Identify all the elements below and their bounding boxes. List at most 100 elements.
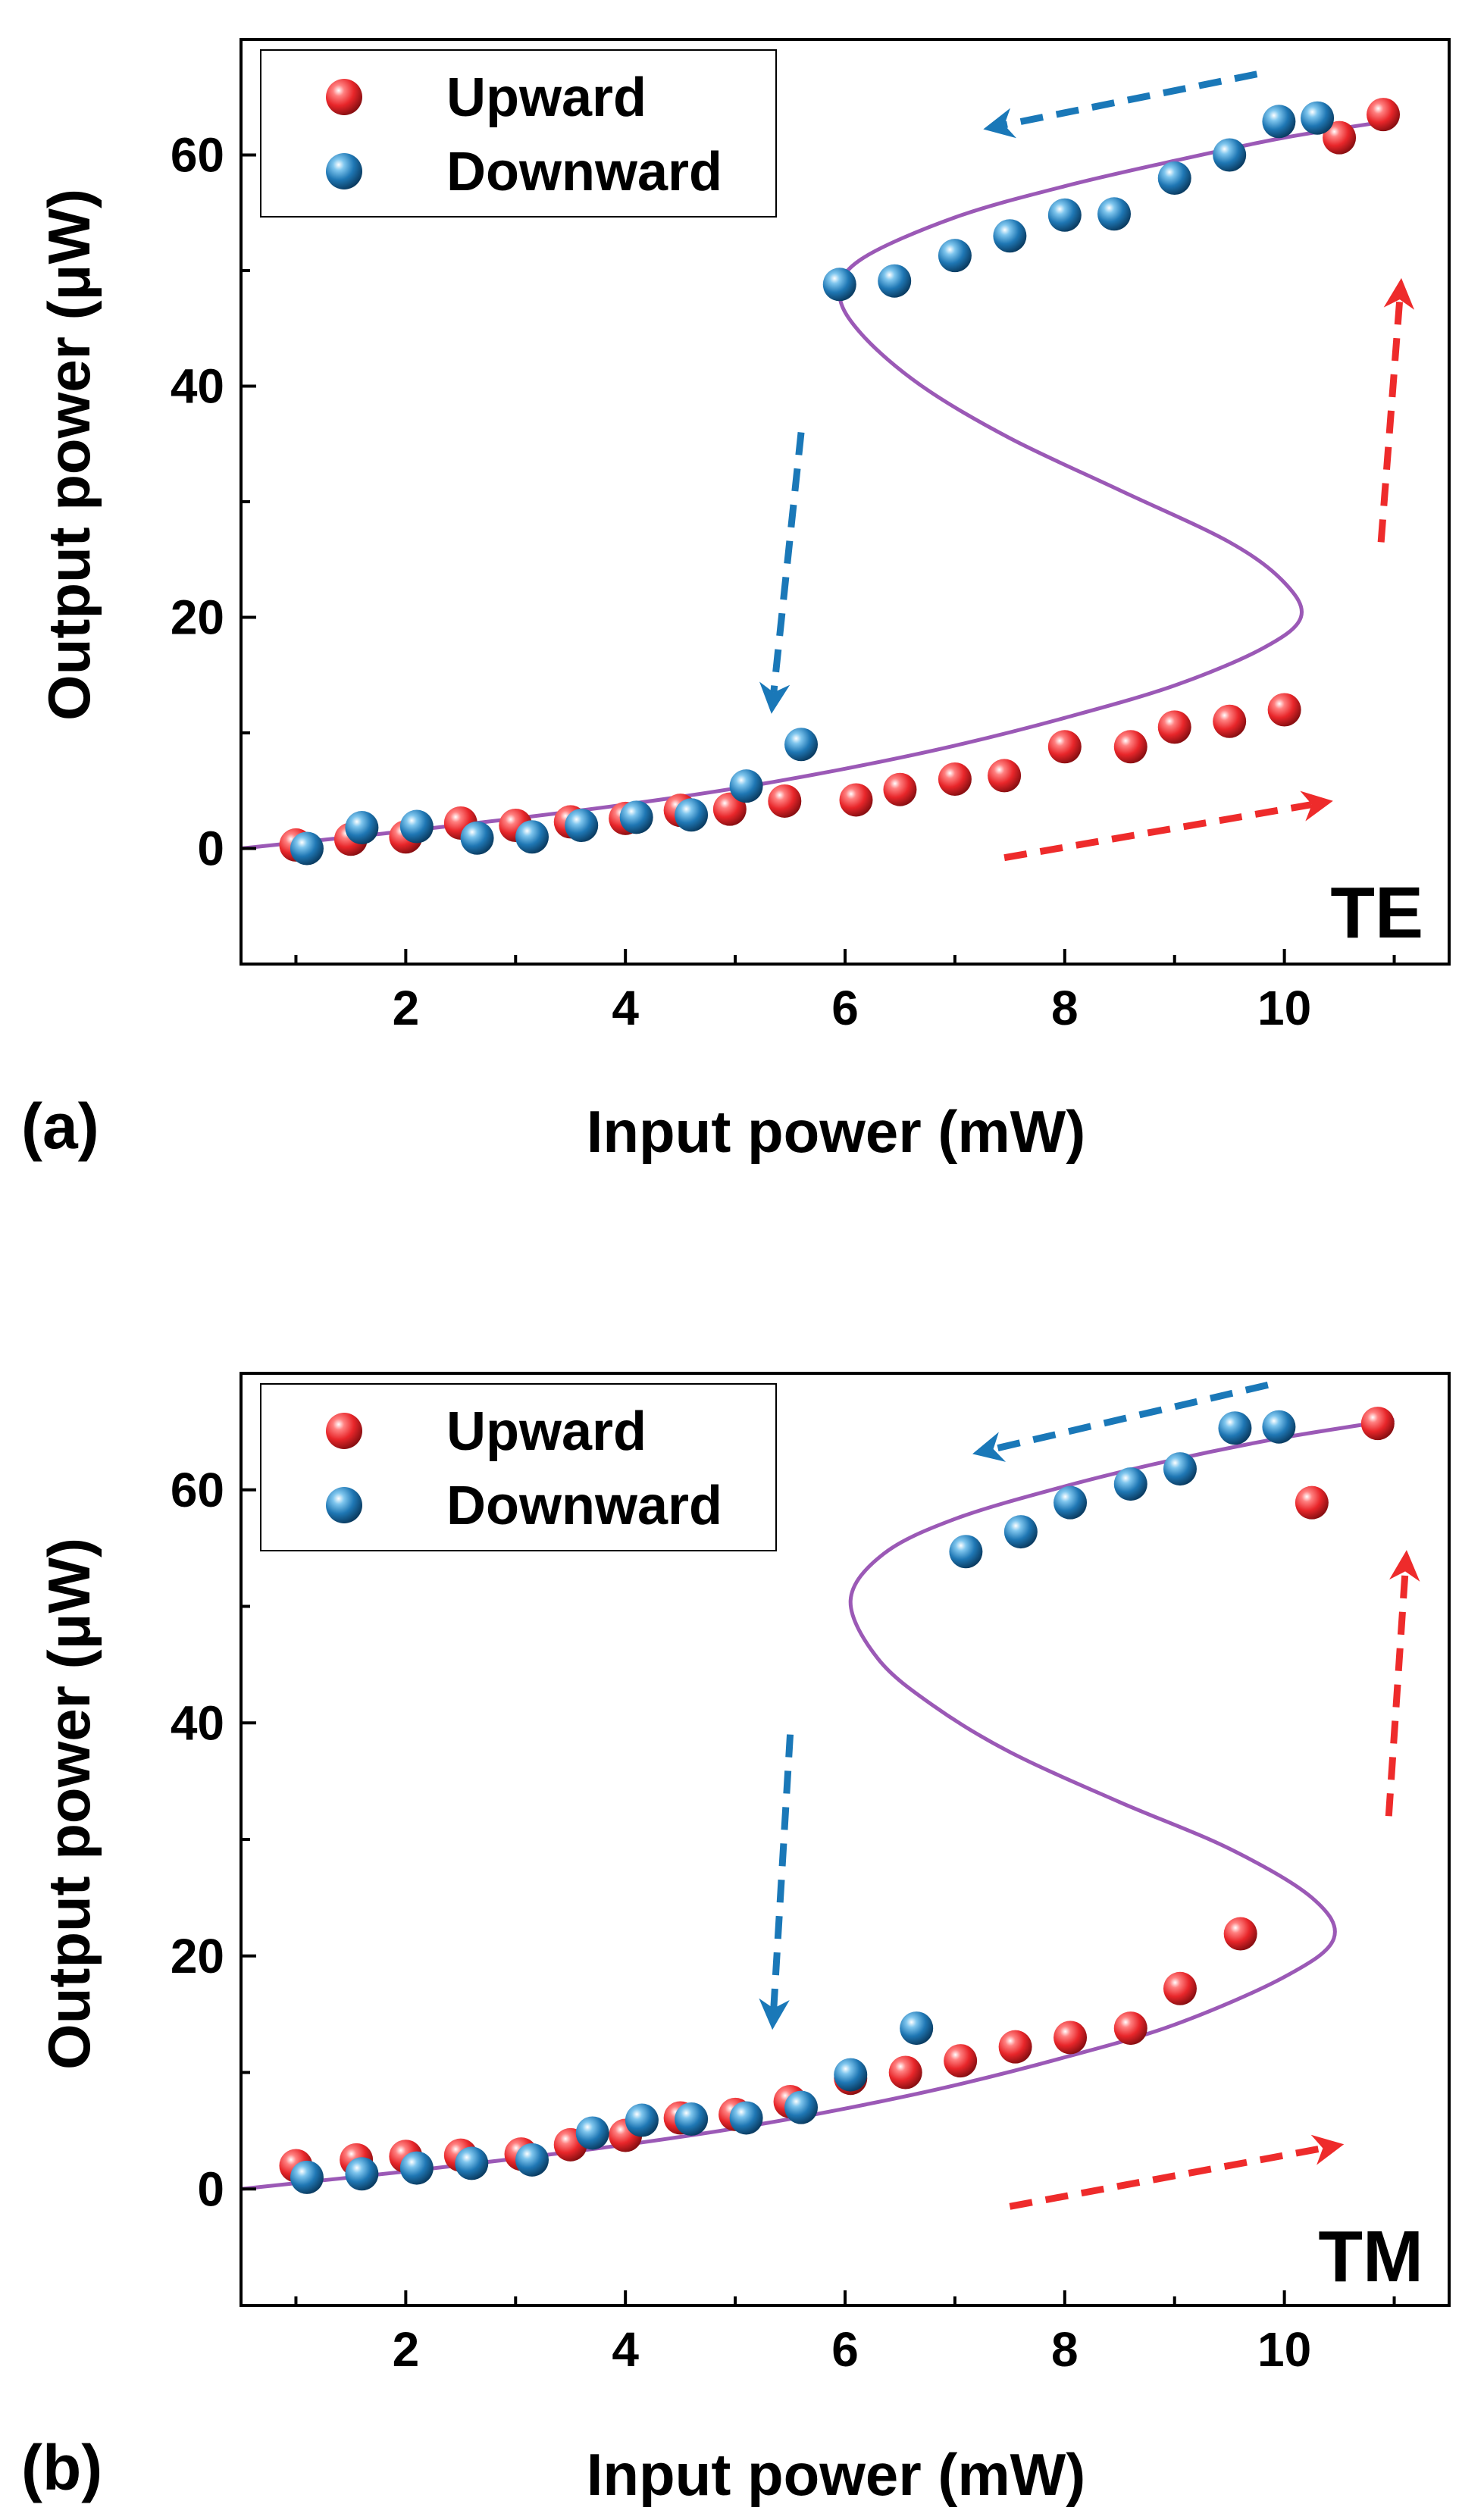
- panel-b-legend-downward-marker: [326, 1487, 362, 1523]
- panel-a-downward-marker: [822, 268, 856, 302]
- panel-b-y-tick-label: 0: [197, 2162, 224, 2216]
- panel-a-upward-point: [1367, 98, 1401, 132]
- panel-a-upward-point: [768, 784, 802, 818]
- panel-a-downward-point: [565, 809, 599, 842]
- panel-a-downward-point: [460, 821, 494, 855]
- panel-b-upward-marker: [944, 2044, 978, 2078]
- panel-b-upward-point: [1295, 1485, 1329, 1520]
- panel-a-upward-marker: [1367, 98, 1401, 132]
- panel-b-downward-marker: [675, 2102, 709, 2136]
- panel-a-upward-marker: [988, 759, 1022, 793]
- panel-b-downward-point: [455, 2146, 489, 2180]
- panel-b-y-axis-title: Output power (μW): [36, 1538, 102, 2070]
- panel-b-legend-downward-label: Downward: [446, 1476, 722, 1536]
- panel-a-upward-point: [1157, 710, 1191, 744]
- panel-a-upward-point: [839, 783, 873, 817]
- panel-b-downward-marker: [399, 2151, 434, 2185]
- panel-b-upward-point: [998, 2030, 1032, 2064]
- panel-b-direction-arrow-red-2: [1009, 2134, 1345, 2210]
- panel-b-upward-marker: [888, 2055, 922, 2090]
- panel-a-downward-marker: [938, 239, 972, 273]
- panel-a-downward-point: [822, 268, 856, 302]
- panel-b-arrows: [759, 1381, 1420, 2210]
- panel-b-downward-marker: [1218, 1411, 1252, 1445]
- panel-a-y-tick-label: 40: [171, 359, 224, 414]
- panel-a-upward-marker: [1323, 121, 1357, 155]
- panel-a-downward-marker: [729, 769, 763, 803]
- panel-b-downward-point: [1003, 1515, 1038, 1549]
- panel-a-upward-point: [938, 762, 972, 796]
- panel-a-y-tick-label: 0: [197, 822, 224, 876]
- panel-b-downward-point: [399, 2151, 434, 2185]
- panel-a-downward-marker: [345, 811, 379, 845]
- panel-a-mode-label: TE: [1330, 872, 1423, 953]
- panel-b-direction-arrow-red-3: [1385, 1550, 1420, 1817]
- panel-b-y-tick-label: 40: [171, 1695, 224, 1750]
- panel-b-legend-upward-label: Upward: [446, 1401, 647, 1462]
- panel-b-x-tick-label: 2: [393, 2322, 420, 2377]
- panel-b-x-axis-title: Input power (mW): [587, 2441, 1086, 2508]
- panel-a-legend: Upward Downward: [260, 49, 777, 218]
- panel-b-upward-point: [1163, 1971, 1197, 2005]
- panel-a-downward-marker: [1262, 105, 1296, 139]
- panel-b-x-tick-label: 4: [612, 2322, 639, 2377]
- panel-b-downward-marker: [834, 2058, 868, 2092]
- panel-a-x-tick-label: 4: [612, 981, 639, 1035]
- panel-a: 2 4 6 8 10 0 20 40 60 Upward Downward TE Input po…: [21, 38, 1451, 1165]
- panel-b-downward-point: [290, 2160, 324, 2194]
- panel-a-downward-point: [993, 219, 1027, 253]
- panel-a-downward-point: [729, 769, 763, 803]
- panel-b-upward-marker: [1223, 1917, 1257, 1951]
- panel-b-upward-marker: [1163, 1971, 1197, 2005]
- panel-b-upward-point: [1223, 1917, 1257, 1951]
- panel-a-upward-point: [1267, 693, 1301, 727]
- panel-b-downward-point: [625, 2103, 659, 2137]
- panel-a-downward-marker: [784, 728, 819, 762]
- panel-b-downward-marker: [949, 1535, 983, 1569]
- panel-a-direction-arrow-blue-1: [759, 432, 805, 714]
- panel-b-downward-marker: [1113, 1467, 1147, 1501]
- panel-a-x-tick-label: 10: [1257, 981, 1311, 1035]
- panel-b-upward-marker: [1360, 1407, 1395, 1441]
- panel-b-mode-label: TM: [1318, 2216, 1423, 2297]
- panel-a-upward-point: [1113, 730, 1147, 764]
- panel-a-x-tick-label: 8: [1051, 981, 1079, 1035]
- panel-a-downward-marker: [878, 264, 912, 298]
- panel-a-downward-point: [515, 820, 549, 854]
- panel-a-downward-point: [290, 831, 324, 866]
- panel-b-downward-marker: [345, 2157, 379, 2191]
- panel-a-direction-arrow-blue-0: [983, 70, 1258, 139]
- panel-a-downward-marker: [1301, 101, 1335, 135]
- panel-b-downward-point: [1218, 1411, 1252, 1445]
- panel-b-downward-point: [1262, 1410, 1296, 1444]
- panel-b-downward-marker: [455, 2146, 489, 2180]
- panel-a-arrows: [759, 70, 1415, 862]
- panel-a-upward-point: [988, 759, 1022, 793]
- panel-b-downward-marker: [625, 2103, 659, 2137]
- panel-b-downward-point: [834, 2058, 868, 2092]
- panel-a-y-tick-label: 60: [171, 128, 224, 183]
- panel-a-downward-marker: [675, 798, 709, 832]
- panel-a-downward-point: [1157, 161, 1191, 195]
- panel-b-upward-point: [944, 2044, 978, 2078]
- panel-b-downward-point: [515, 2143, 549, 2177]
- panel-a-downward-marker: [399, 809, 434, 844]
- panel-a-x-axis-title: Input power (mW): [587, 1098, 1086, 1165]
- panel-a-downward-point: [1047, 198, 1082, 232]
- panel-b-downward-marker: [729, 2101, 763, 2135]
- panel-a-upward-marker: [839, 783, 873, 817]
- panel-b-legend-upward-marker: [326, 1413, 362, 1449]
- panel-a-legend-upward-marker: [326, 79, 362, 115]
- panel-b-upward-point: [888, 2055, 922, 2090]
- panel-a-downward-marker: [993, 219, 1027, 253]
- panel-b-downward-marker: [575, 2116, 609, 2150]
- panel-a-downward-point: [938, 239, 972, 273]
- panel-a-downward-marker: [1097, 197, 1132, 231]
- panel-b-x-tick-label: 6: [831, 2322, 859, 2377]
- panel-b-downward-marker: [290, 2160, 324, 2194]
- panel-a-downward-marker: [460, 821, 494, 855]
- panel-a-downward-point: [878, 264, 912, 298]
- panel-a-downward-marker: [290, 831, 324, 866]
- panel-a-fit-curve: [240, 118, 1395, 850]
- panel-b-downward-point: [345, 2157, 379, 2191]
